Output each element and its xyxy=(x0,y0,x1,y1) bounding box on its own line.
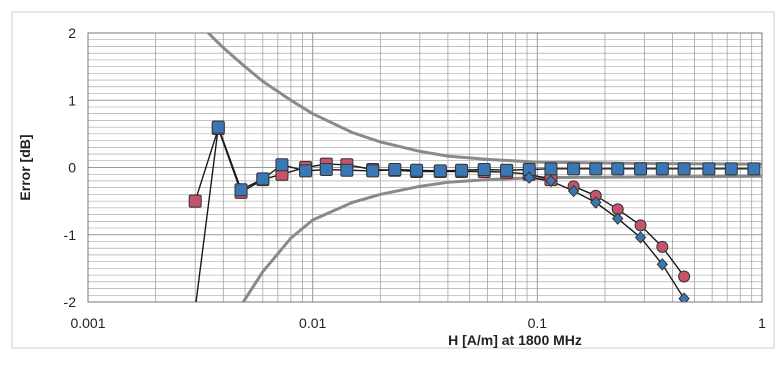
plot-area-frame xyxy=(87,32,763,303)
diamond-marker xyxy=(523,171,535,184)
square-marker xyxy=(611,162,625,176)
curve-line xyxy=(195,127,219,302)
square-marker xyxy=(366,164,380,178)
circle-marker xyxy=(678,270,691,283)
circle-marker xyxy=(634,219,647,232)
diamond-marker xyxy=(612,212,624,225)
square-marker xyxy=(677,162,691,176)
square-marker xyxy=(477,163,491,177)
series-group xyxy=(188,33,762,302)
chart-border xyxy=(11,11,775,349)
square-marker xyxy=(634,162,648,176)
x-tick-label: 0.01 xyxy=(299,315,326,331)
diamond-marker xyxy=(590,196,602,209)
circle-marker xyxy=(656,240,669,253)
data-series xyxy=(188,33,762,302)
square-marker xyxy=(655,162,669,176)
square-marker xyxy=(211,120,225,134)
square-marker xyxy=(724,162,738,176)
square-marker xyxy=(567,162,581,176)
square-marker xyxy=(256,172,270,186)
y-tick-label: 1 xyxy=(68,92,76,108)
square-marker xyxy=(340,163,354,177)
y-tick-label: 0 xyxy=(68,160,76,176)
square-marker xyxy=(319,163,333,177)
x-tick-label: 0.1 xyxy=(528,315,548,331)
square-marker xyxy=(188,194,202,208)
square-marker xyxy=(544,162,558,176)
x-tick-label: 0.001 xyxy=(70,315,105,331)
square-marker xyxy=(702,162,716,176)
y-tick-label: -1 xyxy=(64,227,77,243)
square-marker xyxy=(747,162,761,176)
diamond-marker xyxy=(678,292,690,302)
square-marker xyxy=(275,158,289,172)
y-tick-label: 2 xyxy=(68,25,76,41)
x-tick-label: 1 xyxy=(758,315,766,331)
square-marker xyxy=(500,163,514,177)
x-axis-label: H [A/m] at 1800 MHz xyxy=(448,332,582,348)
square-marker xyxy=(410,163,424,177)
square-marker xyxy=(299,164,313,178)
square-marker xyxy=(433,164,447,178)
y-axis-label: Error [dB] xyxy=(17,134,33,200)
diamond-marker xyxy=(545,174,557,188)
tick-labels: 0.001 0.01 0.1 1 2 1 0 -1 -2 xyxy=(64,25,767,331)
square-marker xyxy=(234,183,248,197)
diamond-marker xyxy=(634,231,647,244)
square-marker xyxy=(589,162,603,176)
y-tick-label: -2 xyxy=(64,294,77,310)
diamond-marker xyxy=(656,258,668,271)
curve-line xyxy=(206,33,762,166)
square-marker xyxy=(388,163,402,177)
square-marker xyxy=(455,163,469,177)
diamond-marker xyxy=(567,184,580,198)
